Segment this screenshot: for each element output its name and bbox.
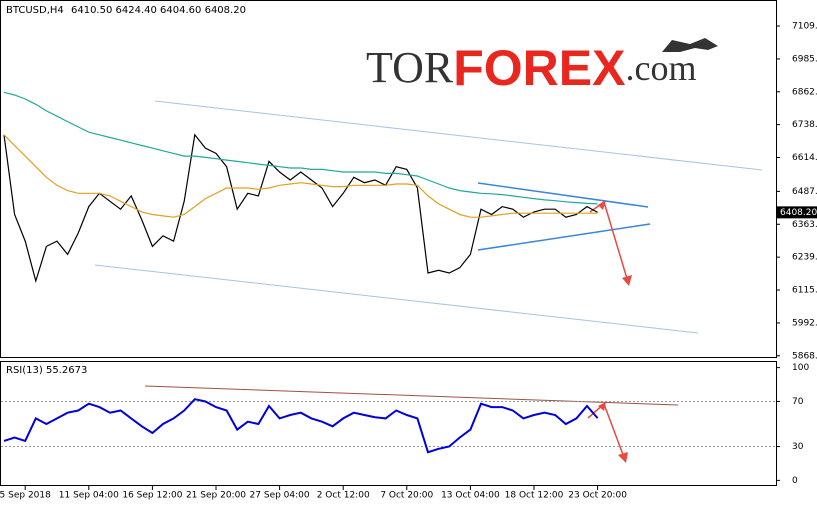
x-tick-label: 2 Oct 12:00 <box>317 491 370 501</box>
x-tick-label: 21 Sep 20:00 <box>186 491 246 501</box>
x-tick-label: 16 Sep 12:00 <box>122 491 182 501</box>
x-tick-label: 18 Oct 12:00 <box>505 491 564 501</box>
y-tick-label: 6487.10 <box>792 187 817 197</box>
y-tick-label: 30 <box>792 442 804 452</box>
x-tick-label: 7 Oct 20:00 <box>380 491 433 501</box>
channel-line <box>154 100 763 171</box>
y-tick-label: 6115.85 <box>792 286 817 296</box>
y-tick-label: 5992.10 <box>792 318 817 328</box>
bull-icon <box>662 38 718 52</box>
x-tick-label: 11 Sep 04:00 <box>59 491 119 501</box>
ohlc: 6410.50 6424.40 6404.60 6408.20 <box>71 5 246 16</box>
x-tick-label: 13 Oct 04:00 <box>441 491 500 501</box>
price-line <box>3 133 598 284</box>
triangle-line <box>477 223 651 251</box>
rsi-panel <box>0 361 777 486</box>
y-tick-label: 6985.85 <box>792 54 817 64</box>
y-tick-label: 0 <box>792 476 798 486</box>
y-tick-label: 70 <box>792 397 804 407</box>
y-tick-label: 6239.60 <box>792 253 817 263</box>
y-tick-label: 100 <box>792 363 809 373</box>
y-tick-label: 7109.60 <box>792 22 817 32</box>
rsi-line <box>3 398 599 454</box>
watermark-com: .com <box>625 48 696 88</box>
y-tick-label: 6614.60 <box>792 153 817 163</box>
arrow-head <box>598 402 628 463</box>
rsi-title: RSI(13) 55.2673 <box>6 365 87 376</box>
last-price-box <box>777 206 817 219</box>
y-tick-label: 6862.10 <box>792 87 817 97</box>
watermark-tor: TOR <box>366 43 454 92</box>
last-price-label: 6408.20 <box>780 208 817 218</box>
y-tick-label: 6363.35 <box>792 220 817 230</box>
watermark: TORFOREX.com <box>366 38 718 96</box>
forecast-arrow <box>589 201 629 283</box>
triangle-line <box>477 182 649 208</box>
chart-title: BTCUSD,H4 6410.50 6424.40 6404.60 6408.2… <box>6 5 246 16</box>
symbol: BTCUSD,H4 <box>6 5 64 16</box>
moving-average <box>3 91 598 205</box>
x-tick-label: 23 Oct 20:00 <box>568 491 627 501</box>
arrow-head <box>598 200 632 286</box>
watermark-part: TORFOREX.com <box>366 40 696 96</box>
x-tick-label: 5 Sep 2018 <box>0 491 51 501</box>
watermark-forex: FOREX <box>453 40 625 96</box>
x-tick-label: 27 Sep 04:00 <box>250 491 310 501</box>
y-tick-label: 6738.35 <box>792 120 817 130</box>
moving-average <box>3 134 598 218</box>
drawings <box>94 100 763 463</box>
rsi-trend-line <box>144 385 679 406</box>
y-tick-label: 5868.35 <box>792 351 817 361</box>
channel-line <box>94 264 699 334</box>
price-panel <box>0 0 777 358</box>
